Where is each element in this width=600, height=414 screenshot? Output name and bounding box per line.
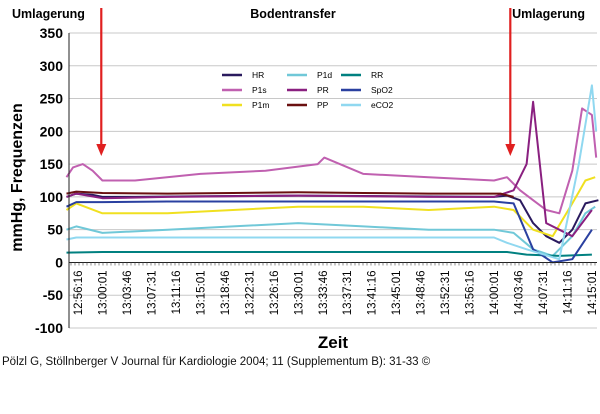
series-line-p1s	[65, 107, 598, 215]
x-tick-label: 13:45:01	[391, 270, 403, 315]
x-tick-label: 14:07:31	[538, 270, 550, 315]
annotations: Umlagerung Bodentransfer Umlagerung	[12, 7, 585, 21]
x-tick-label: 13:00:01	[97, 270, 109, 315]
series-line-rr	[66, 251, 592, 257]
series-line-p1m	[65, 176, 596, 238]
annotation-label: Bodentransfer	[250, 7, 336, 21]
legend-label: P1d	[317, 70, 332, 80]
y-tick-label: 350	[40, 25, 64, 41]
legend-label: P1m	[252, 100, 269, 110]
x-tick-label: 14:15:01	[587, 270, 599, 315]
x-tick-label: 13:52:31	[440, 270, 452, 315]
x-tick-label: 13:33:46	[318, 270, 330, 315]
x-tick-label: 13:48:46	[416, 270, 428, 315]
y-tick-label: -50	[43, 287, 63, 303]
x-tick-label: 13:11:16	[171, 270, 183, 314]
series-line-eco2	[66, 84, 598, 261]
y-tick-label: 100	[40, 189, 64, 205]
x-tick-label: 14:11:16	[563, 270, 575, 314]
legend: HR P1s P1m P1d PR PP RR SpO2 eCO2	[222, 70, 393, 110]
y-axis-label: mmHg, Frequenzen	[9, 103, 26, 251]
x-tick-label: 13:18:46	[220, 270, 232, 315]
y-tick-label: 300	[40, 58, 64, 74]
annotation-label: Umlagerung	[12, 7, 85, 21]
x-tick-label: 14:00:01	[489, 270, 501, 315]
x-tick-label: 13:07:31	[146, 270, 158, 315]
y-tick-label: 150	[40, 156, 64, 172]
annotation-label: Umlagerung	[512, 7, 585, 21]
x-axis-label: Zeit	[318, 333, 349, 352]
x-tick-label: 13:41:16	[367, 270, 379, 315]
series-line-pp	[66, 190, 514, 198]
x-tick-label: 13:03:46	[122, 270, 134, 315]
event-arrowhead	[505, 144, 516, 156]
series-line-p1d	[66, 205, 596, 257]
legend-label: RR	[371, 70, 383, 80]
series-line-pr	[66, 100, 593, 238]
citation-text: Pölzl G, Stöllnberger V Journal für Kard…	[2, 356, 431, 368]
legend-label: PP	[317, 100, 329, 110]
y-tick-label: 50	[47, 222, 63, 238]
axes: -100 -50 0 50 100 150 200 250 300 350 12:56:16 13:0…	[9, 25, 599, 352]
series-lines	[65, 84, 599, 264]
x-tick-label: 13:30:01	[293, 270, 305, 315]
y-tick-label: 0	[55, 254, 63, 270]
y-tick-label: 250	[40, 91, 64, 107]
x-tick-label: 14:03:46	[514, 270, 526, 315]
event-markers	[96, 8, 516, 156]
legend-label: P1s	[252, 85, 267, 95]
x-tick-label: 13:56:16	[465, 270, 477, 315]
legend-label: HR	[252, 70, 264, 80]
x-tick-label: 12:56:16	[73, 270, 85, 315]
x-tick-label: 13:26:16	[269, 270, 281, 315]
event-arrowhead	[96, 144, 107, 156]
chart: -100 -50 0 50 100 150 200 250 300 350 12:56:16 13:0…	[9, 7, 599, 352]
legend-label: PR	[317, 85, 329, 95]
y-tick-label: 200	[40, 123, 64, 139]
x-tick-label: 13:37:31	[342, 270, 354, 315]
series-line-spo2	[66, 200, 593, 264]
x-tick-label: 13:15:01	[195, 270, 207, 315]
y-tick-label: -100	[35, 320, 63, 336]
legend-label: eCO2	[371, 100, 393, 110]
x-tick-label: 13:22:31	[244, 270, 256, 315]
legend-label: SpO2	[371, 85, 393, 95]
